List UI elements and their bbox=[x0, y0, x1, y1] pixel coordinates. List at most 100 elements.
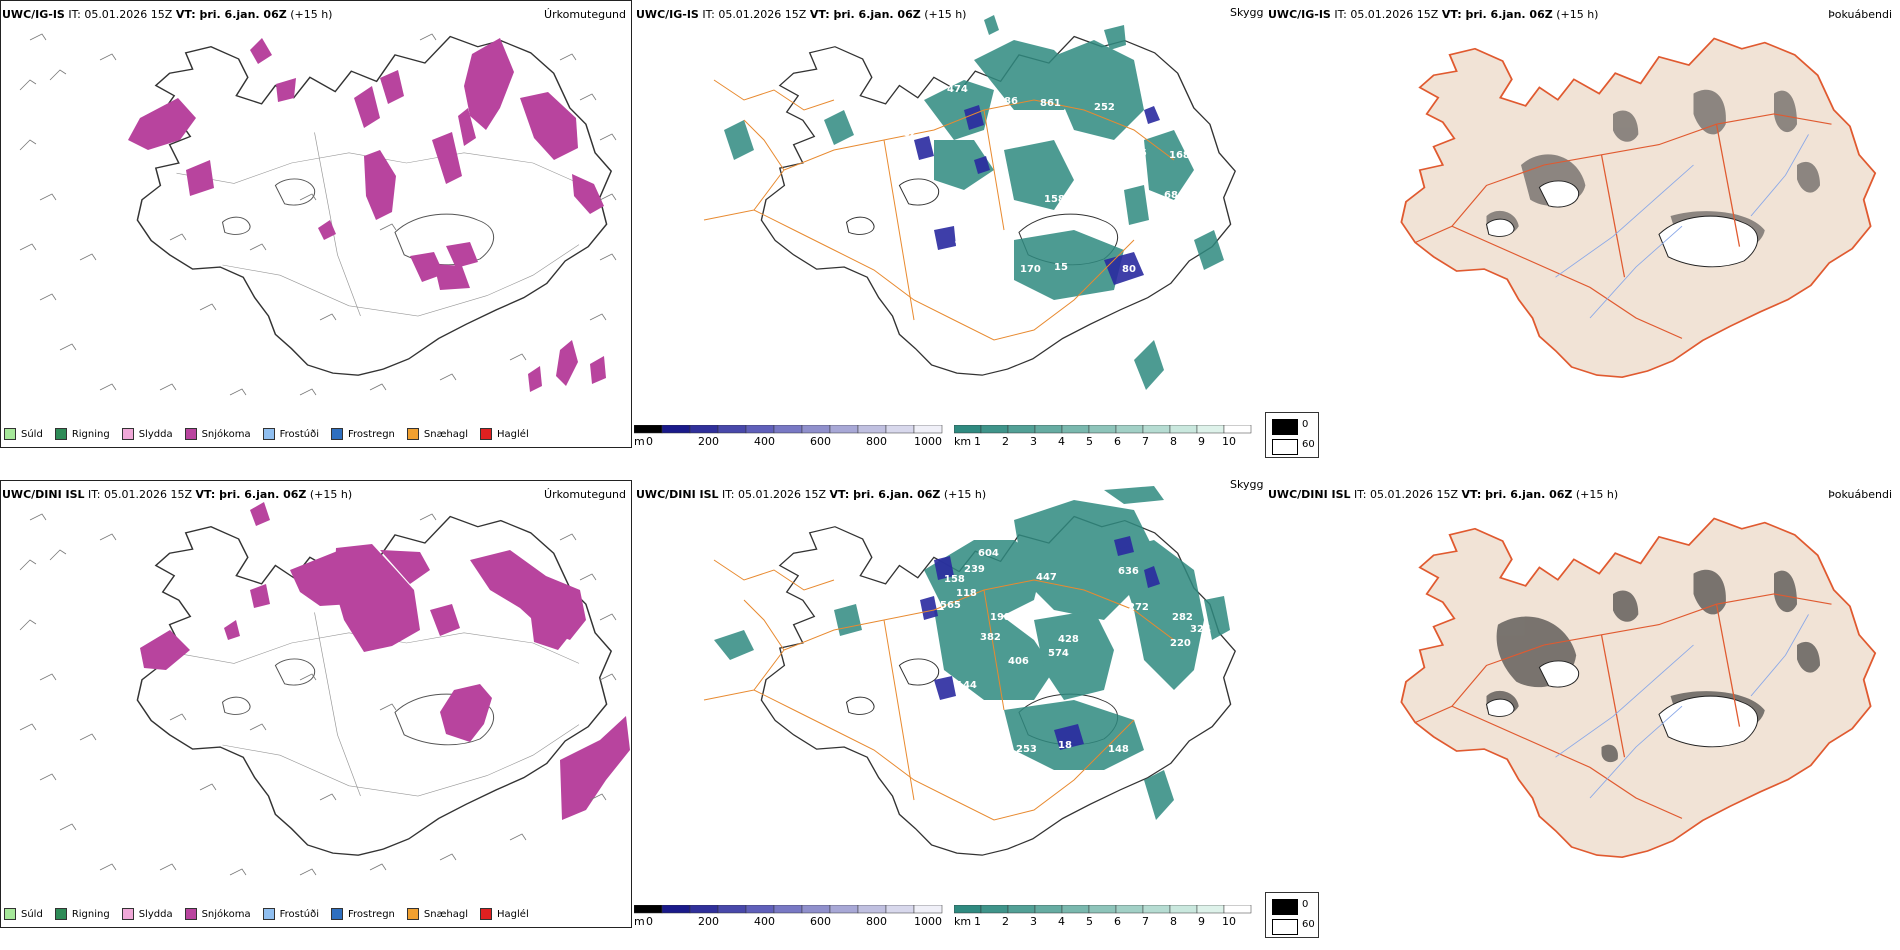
precip-map bbox=[19, 502, 630, 876]
low-visibility-areas bbox=[714, 486, 1230, 820]
scale-tick: 9 bbox=[1198, 915, 1205, 928]
roads bbox=[1414, 113, 1832, 339]
model-row-2: UWC/DINI ISL IT: 05.01.2026 15Z VT: þri.… bbox=[0, 480, 1900, 950]
legend-label: Rigning bbox=[71, 428, 110, 440]
scale-tick: 6 bbox=[1114, 915, 1121, 928]
scale-tick: 600 bbox=[810, 435, 831, 448]
rivers bbox=[1555, 134, 1809, 319]
model-name: UWC/DINI ISL bbox=[636, 488, 719, 501]
scale-unit: m bbox=[634, 915, 645, 928]
visibility-scale-bar bbox=[954, 905, 1252, 914]
scale-tick: 8 bbox=[1170, 435, 1177, 448]
valid-time: VT: þri. 6.jan. 06Z bbox=[809, 8, 921, 21]
legend-item: Súld bbox=[4, 908, 43, 920]
lead-time: (+15 h) bbox=[1556, 8, 1599, 21]
model-name: UWC/IG-IS bbox=[1268, 8, 1331, 21]
legend-item: Snjókoma bbox=[184, 428, 251, 440]
legend-label: Slydda bbox=[138, 428, 173, 440]
fog-panel: UWC/DINI ISL IT: 05.01.2026 15Z VT: þri.… bbox=[1264, 480, 1900, 950]
legend-label: Slydda bbox=[138, 908, 173, 920]
precip-type-legend: Súld Rigning Slydda Snjókoma Frostúði Fr… bbox=[4, 428, 529, 440]
elevation-cells bbox=[920, 536, 1160, 750]
scale-tick: 200 bbox=[698, 435, 719, 448]
model-name: UWC/DINI ISL bbox=[2, 488, 85, 501]
snow-areas bbox=[140, 502, 630, 820]
lead-time: (+15 h) bbox=[309, 488, 353, 501]
low-visibility-areas bbox=[724, 15, 1224, 390]
glacier-outline bbox=[1485, 218, 1515, 237]
legend-label: Rigning bbox=[71, 908, 110, 920]
legend-label: Snæhagl bbox=[423, 908, 469, 920]
scale-tick: 10 bbox=[1222, 435, 1236, 448]
scale-unit: m bbox=[634, 435, 645, 448]
panel-title: UWC/DINI ISL IT: 05.01.2026 15Z VT: þri.… bbox=[636, 488, 986, 501]
legend-swatch bbox=[121, 428, 134, 440]
lead-time: (+15 h) bbox=[1575, 488, 1619, 501]
fog-map bbox=[1400, 37, 1877, 379]
legend-swatch bbox=[262, 908, 275, 920]
legend-swatch bbox=[54, 908, 67, 920]
panel-type-label: Úrkomutegund bbox=[544, 8, 626, 21]
fog-value: 0 bbox=[1302, 899, 1309, 910]
legend-swatch bbox=[184, 428, 197, 440]
legend-item: Snæhagl bbox=[406, 428, 469, 440]
legend-swatch bbox=[4, 908, 16, 920]
legend-item: Rigning bbox=[54, 428, 110, 440]
lead-time: (+15 h) bbox=[290, 8, 333, 21]
fog-swatch-low bbox=[1272, 899, 1298, 915]
scale-tick: 3 bbox=[1030, 915, 1037, 928]
snow-areas bbox=[128, 38, 606, 392]
legend-item: Haglél bbox=[480, 428, 529, 440]
scale-unit: km bbox=[954, 915, 972, 928]
model-name: UWC/IG-IS bbox=[636, 8, 699, 21]
scale-tick: 7 bbox=[1142, 915, 1149, 928]
precip-type-legend: Súld Rigning Slydda Snjókoma Frostúði Fr… bbox=[4, 908, 529, 920]
init-time: IT: 05.01.2026 15Z bbox=[702, 8, 807, 21]
legend-item: Frostregn bbox=[331, 428, 395, 440]
fog-panel: UWC/IG-IS IT: 05.01.2026 15Z VT: þri. 6.… bbox=[1264, 0, 1900, 470]
legend-swatch bbox=[406, 908, 419, 920]
legend-swatch bbox=[262, 428, 275, 440]
legend-label: Haglél bbox=[497, 908, 529, 920]
visibility-scale-bar bbox=[954, 425, 1252, 434]
valid-time: VT: þri. 6.jan. 06Z bbox=[1461, 488, 1573, 501]
init-time: IT: 05.01.2026 15Z bbox=[88, 488, 193, 501]
roads bbox=[703, 79, 1175, 341]
scale-tick: 400 bbox=[754, 915, 775, 928]
legend-swatch bbox=[406, 428, 419, 440]
model-name: UWC/IG-IS bbox=[2, 8, 65, 21]
legend-label: Haglél bbox=[497, 428, 529, 440]
glacier-outline bbox=[1658, 215, 1759, 268]
wind-barbs bbox=[19, 33, 617, 396]
rivers bbox=[1555, 614, 1809, 799]
scale-unit: km bbox=[954, 435, 972, 448]
panel-type-label: Þokuábendi bbox=[1828, 8, 1892, 21]
scale-tick: 7 bbox=[1142, 435, 1149, 448]
legend-label: Snæhagl bbox=[423, 428, 469, 440]
legend-swatch bbox=[4, 428, 16, 440]
elevation-scale-bar bbox=[634, 905, 943, 914]
init-time: IT: 05.01.2026 15Z bbox=[722, 488, 827, 501]
scale-tick: 0 bbox=[646, 435, 653, 448]
scale-tick: 5 bbox=[1086, 435, 1093, 448]
valid-time: VT: þri. 6.jan. 06Z bbox=[195, 488, 307, 501]
legend-item: Súld bbox=[4, 428, 43, 440]
fog-swatch-low bbox=[1272, 419, 1298, 435]
fog-scale: 0 60 bbox=[1265, 892, 1319, 938]
legend-item: Rigning bbox=[54, 908, 110, 920]
scale-tick: 600 bbox=[810, 915, 831, 928]
legend-label: Snjókoma bbox=[201, 908, 251, 920]
scale-tick: 2 bbox=[1002, 915, 1009, 928]
panel-type-label: Skyggni bbox=[1230, 6, 1264, 19]
legend-item: Frostúði bbox=[262, 908, 319, 920]
legend-item: Snjókoma bbox=[184, 908, 251, 920]
legend-swatch bbox=[184, 908, 197, 920]
scale-tick: 400 bbox=[754, 435, 775, 448]
legend-label: Súld bbox=[21, 428, 43, 440]
panel-frame bbox=[0, 480, 632, 928]
land bbox=[1400, 517, 1877, 859]
legend-label: Frostúði bbox=[279, 908, 319, 920]
valid-time: VT: þri. 6.jan. 06Z bbox=[829, 488, 941, 501]
valid-time: VT: þri. 6.jan. 06Z bbox=[175, 8, 287, 21]
legend-item: Slydda bbox=[121, 428, 173, 440]
